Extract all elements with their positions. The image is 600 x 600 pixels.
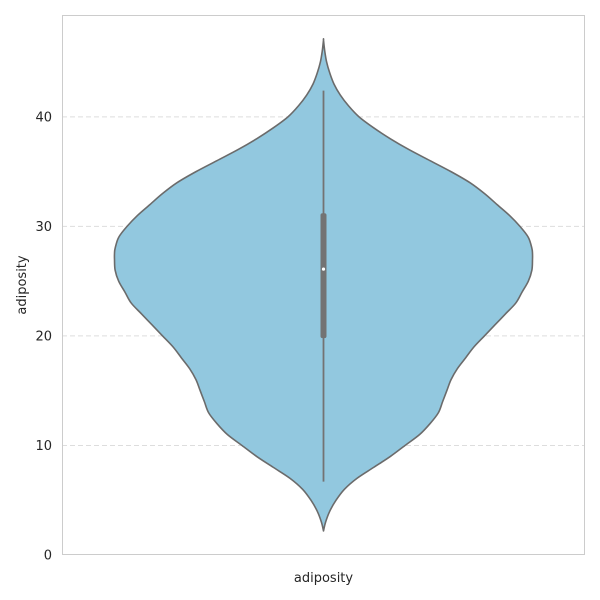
median-marker <box>321 267 326 271</box>
y-axis-label: adiposity <box>15 255 30 315</box>
y-tick-label: 20 <box>35 329 52 344</box>
y-tick-label: 30 <box>35 220 52 235</box>
y-tick-label: 0 <box>44 549 52 564</box>
axes-frame <box>62 15 585 555</box>
y-tick-labels: 0 10 20 30 40 <box>35 110 52 563</box>
y-tick-label: 10 <box>35 439 52 454</box>
box-summary <box>320 90 327 482</box>
plot-frame <box>62 15 585 555</box>
y-tick-label: 40 <box>35 110 52 125</box>
x-tick-label: adiposity <box>294 571 354 586</box>
iqr-box <box>320 213 327 339</box>
